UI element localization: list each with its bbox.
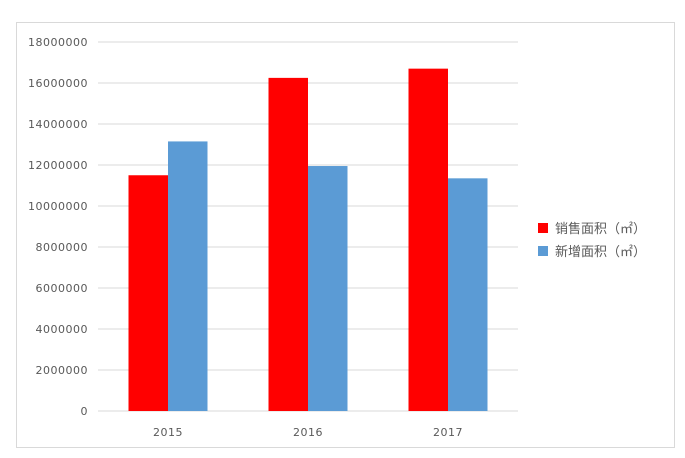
y-tick-label: 12000000 <box>28 159 88 172</box>
legend-item-sales-area: 销售面积（㎡） <box>538 216 646 239</box>
y-tick-label: 16000000 <box>28 77 88 90</box>
y-tick-label: 0 <box>81 405 89 418</box>
legend-label: 新增面积（㎡） <box>555 245 647 260</box>
y-tick-label: 18000000 <box>28 36 88 49</box>
legend-item-new-area: 新增面积（㎡） <box>538 239 646 262</box>
bar <box>128 175 168 411</box>
legend-label: 销售面积（㎡） <box>555 222 647 237</box>
legend-swatch-red <box>538 222 548 233</box>
legend-swatch-blue <box>538 245 548 256</box>
bar <box>448 178 488 411</box>
bar <box>408 68 448 412</box>
x-tick-label: 2016 <box>293 426 323 439</box>
y-tick-label: 14000000 <box>28 118 88 131</box>
y-tick-label: 4000000 <box>36 323 89 336</box>
bar <box>268 77 308 411</box>
y-tick-label: 10000000 <box>28 200 88 213</box>
y-tick-label: 2000000 <box>36 364 89 377</box>
legend: 销售面积（㎡） 新增面积（㎡） <box>538 216 646 262</box>
y-tick-label: 6000000 <box>36 282 89 295</box>
y-tick-label: 8000000 <box>36 241 89 254</box>
bar <box>168 141 208 412</box>
bar <box>308 166 348 411</box>
x-tick-label: 2015 <box>153 426 183 439</box>
x-tick-label: 2017 <box>433 426 463 439</box>
